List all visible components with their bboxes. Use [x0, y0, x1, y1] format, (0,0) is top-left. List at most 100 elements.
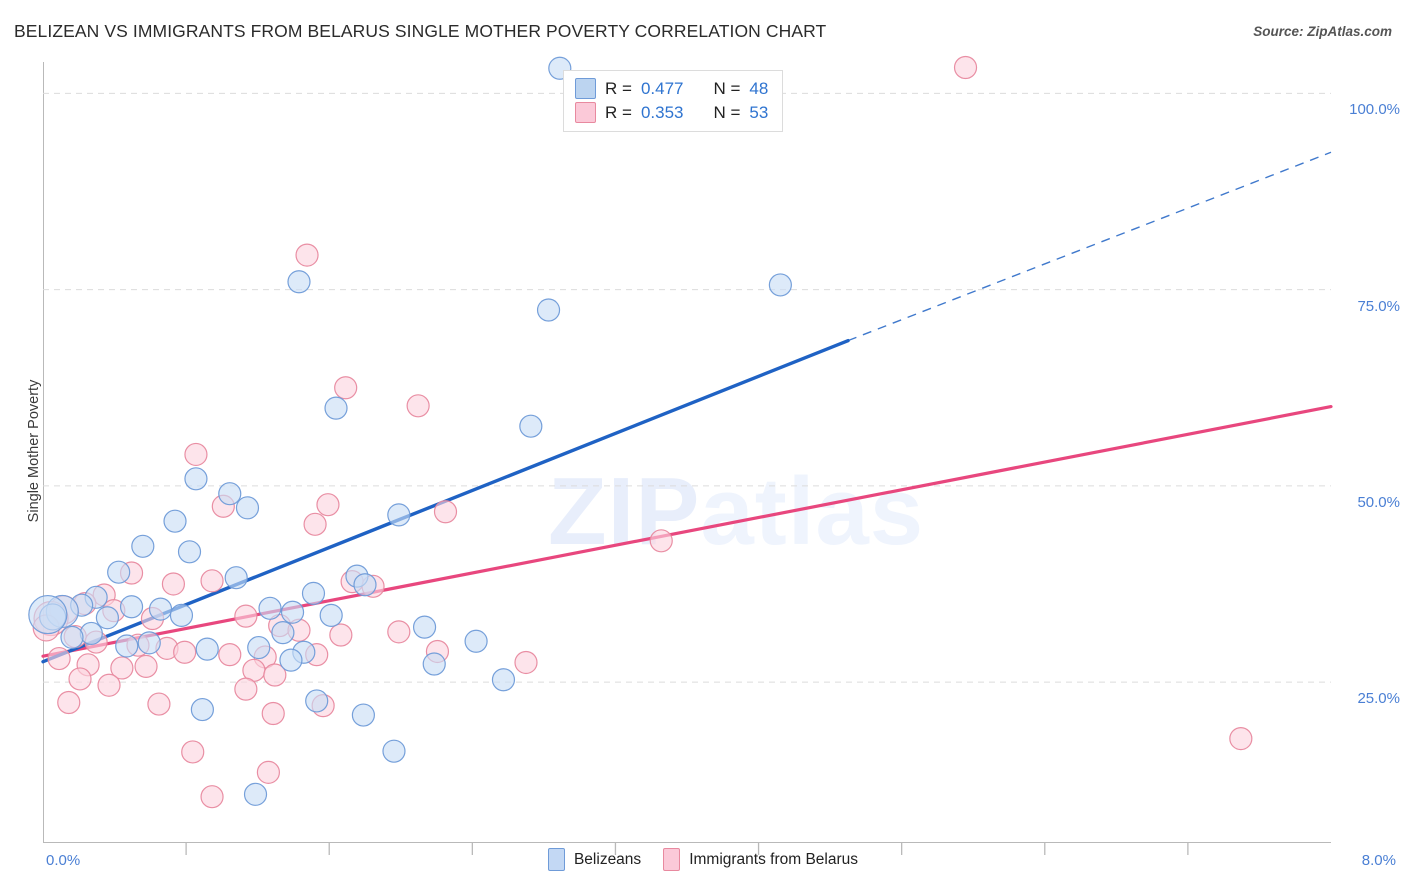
data-point-belarus[interactable] [1229, 727, 1253, 751]
data-point-belarus[interactable] [200, 569, 224, 593]
data-point-belizeans[interactable] [95, 606, 120, 630]
x-axis-max-label: 8.0% [1361, 852, 1396, 869]
data-point-belizeans[interactable] [235, 496, 260, 520]
legend-item-belizeans[interactable]: Belizeans [547, 848, 642, 871]
data-point-belarus[interactable] [256, 760, 280, 784]
legend-label-belizeans: Belizeans [573, 850, 642, 868]
data-point-belizeans[interactable] [319, 603, 343, 627]
series-legend: Belizeans Immigrants from Belarus [0, 848, 1406, 871]
series-swatch-pink-icon [575, 102, 596, 123]
data-point-belarus[interactable] [173, 640, 197, 664]
legend-item-belarus[interactable]: Immigrants from Belarus [663, 848, 858, 871]
scatter-canvas [28, 55, 1333, 855]
data-point-belizeans[interactable] [169, 603, 194, 627]
data-point-belizeans[interactable] [190, 697, 214, 722]
y-axis-tick-label: 75.0% [1357, 297, 1400, 315]
r-value-pink: 0.353 [640, 102, 684, 122]
data-point-belarus[interactable] [200, 785, 224, 809]
data-point-belizeans[interactable] [60, 625, 84, 649]
data-point-belizeans[interactable] [258, 596, 282, 620]
correlation-stats-box: R = 0.477 N = 48 R = 0.353 N = 53 [563, 70, 784, 132]
data-point-belizeans[interactable] [353, 573, 377, 597]
data-point-belizeans[interactable] [287, 270, 311, 294]
data-point-belizeans[interactable] [301, 581, 326, 605]
data-point-belarus[interactable] [181, 740, 205, 764]
data-point-belizeans[interactable] [107, 560, 131, 584]
data-point-belizeans[interactable] [195, 637, 219, 661]
data-point-belizeans[interactable] [224, 566, 248, 590]
data-point-belarus[interactable] [514, 650, 538, 675]
r-label-pink: R = [605, 102, 632, 122]
data-point-belizeans[interactable] [119, 595, 144, 619]
data-point-belarus[interactable] [47, 646, 71, 671]
data-point-belarus[interactable] [433, 500, 458, 524]
data-point-belizeans[interactable] [177, 540, 202, 564]
data-point-belizeans[interactable] [279, 648, 303, 672]
plot-frame [43, 62, 1331, 843]
x-axis-min-label: 0.0% [46, 852, 81, 869]
legend-chip-pink-icon [663, 848, 681, 871]
data-point-belizeans[interactable] [280, 600, 305, 624]
data-point-belarus[interactable] [110, 656, 134, 680]
data-point-belizeans[interactable] [218, 482, 242, 506]
n-value-pink: 53 [749, 102, 769, 122]
data-point-belarus[interactable] [234, 677, 258, 701]
data-point-belizeans[interactable] [305, 689, 329, 713]
data-point-belizeans[interactable] [324, 396, 348, 420]
data-point-belarus[interactable] [184, 442, 208, 467]
data-point-belizeans[interactable] [422, 652, 446, 676]
trendline-belarus [41, 404, 1333, 658]
data-point-belarus[interactable] [329, 623, 353, 647]
data-point-belarus[interactable] [68, 667, 92, 691]
data-point-belizeans[interactable] [79, 621, 103, 646]
data-point-belizeans[interactable] [387, 503, 411, 527]
source-attribution: Source: ZipAtlas.com [1253, 24, 1392, 39]
data-point-belarus[interactable] [263, 663, 287, 687]
data-point-belarus[interactable] [134, 654, 158, 678]
data-point-belizeans[interactable] [491, 668, 516, 692]
data-point-belarus[interactable] [161, 572, 186, 596]
plot-area: ZIPatlas [28, 55, 1333, 855]
data-point-belizeans[interactable] [519, 414, 543, 438]
data-point-belarus[interactable] [57, 690, 81, 715]
data-point-belizeans[interactable] [382, 739, 406, 763]
data-point-belizeans[interactable] [148, 597, 173, 621]
stats-row-belarus: R = 0.353 N = 53 [575, 102, 768, 123]
n-value-blue: 48 [749, 78, 769, 98]
data-point-belarus[interactable] [649, 529, 673, 553]
data-point-belarus[interactable] [218, 643, 242, 667]
data-point-belarus[interactable] [97, 673, 121, 697]
stats-row-belizeans: R = 0.477 N = 48 [575, 78, 768, 99]
data-point-belizeans[interactable] [184, 467, 208, 491]
data-point-belizeans[interactable] [768, 273, 792, 297]
data-point-belizeans[interactable] [536, 298, 561, 322]
data-point-belizeans[interactable] [163, 509, 187, 533]
data-point-belarus[interactable] [387, 620, 411, 644]
series-swatch-blue-icon [575, 78, 596, 99]
data-point-belizeans[interactable] [351, 703, 375, 727]
r-value-blue: 0.477 [640, 78, 684, 98]
data-point-belizeans[interactable] [243, 782, 268, 806]
data-point-belarus[interactable] [406, 394, 430, 418]
data-point-belarus[interactable] [261, 701, 285, 726]
data-point-belizeans[interactable] [28, 594, 68, 635]
data-point-belarus[interactable] [295, 243, 319, 267]
data-point-belizeans[interactable] [412, 615, 437, 639]
data-point-belarus[interactable] [234, 604, 258, 628]
page-title: BELIZEAN VS IMMIGRANTS FROM BELARUS SING… [14, 21, 827, 41]
data-point-belarus[interactable] [316, 493, 340, 517]
data-point-belizeans[interactable] [271, 621, 295, 645]
legend-chip-blue-icon [547, 848, 565, 871]
data-point-belizeans[interactable] [247, 635, 271, 660]
data-point-belarus[interactable] [147, 692, 171, 716]
n-label-pink: N = [713, 102, 741, 122]
data-point-belizeans[interactable] [131, 534, 155, 558]
n-label-blue: N = [713, 78, 741, 98]
data-point-belizeans[interactable] [464, 629, 488, 653]
data-point-belarus[interactable] [953, 55, 978, 80]
data-point-belarus[interactable] [303, 512, 327, 536]
data-point-belarus[interactable] [334, 376, 358, 400]
data-point-belizeans[interactable] [137, 631, 161, 655]
data-point-belizeans[interactable] [115, 634, 139, 658]
